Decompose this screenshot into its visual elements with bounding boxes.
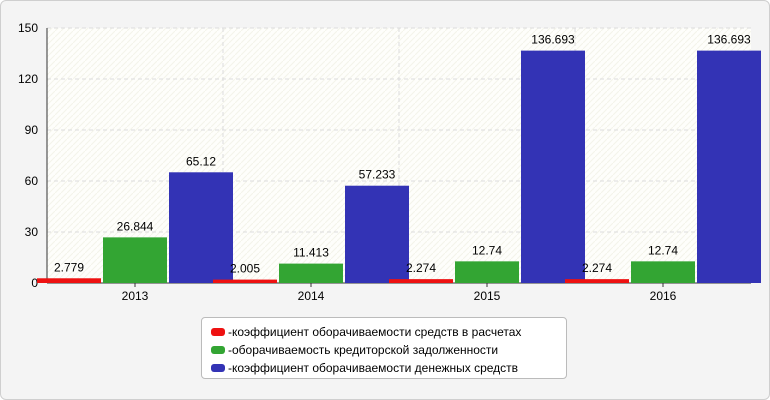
- bar: [213, 279, 277, 283]
- x-tick-label: 2016: [650, 289, 677, 303]
- bar: [103, 237, 167, 283]
- legend-prefix: -: [228, 361, 232, 375]
- data-label: 12.74: [472, 243, 502, 257]
- bar: [455, 261, 519, 283]
- bar: [169, 172, 233, 283]
- legend-prefix: -: [228, 343, 232, 357]
- bar: [37, 278, 101, 283]
- data-label: 11.413: [293, 246, 329, 260]
- legend-item: - оборачиваемость кредиторской задолженн…: [211, 341, 566, 359]
- legend-item: - коэффициент оборачиваемости средств в …: [211, 323, 566, 341]
- legend-swatch: [211, 346, 225, 354]
- legend: - коэффициент оборачиваемости средств в …: [201, 317, 567, 379]
- bar: [279, 263, 343, 283]
- bar-chart: 0 30 60 90 120 150 2.779 26.844 65.12 2013 2.005 11…: [18, 21, 761, 303]
- legend-prefix: -: [228, 325, 232, 339]
- legend-label: оборачиваемость кредиторской задолженнос…: [232, 343, 499, 357]
- data-label: 136.693: [531, 33, 575, 47]
- bar: [389, 279, 453, 283]
- bar: [697, 50, 761, 283]
- data-label: 2.274: [582, 261, 612, 275]
- data-label: 2.779: [54, 260, 84, 274]
- x-tick-label: 2015: [474, 289, 501, 303]
- data-label: 2.274: [406, 261, 436, 275]
- legend-item: - коэффициент оборачиваемости денежных с…: [211, 359, 566, 377]
- data-label: 65.12: [186, 154, 216, 168]
- legend-swatch: [211, 364, 225, 372]
- y-tick-label: 90: [25, 123, 39, 137]
- x-tick-label: 2013: [122, 289, 149, 303]
- legend-swatch: [211, 328, 225, 336]
- data-label: 12.74: [648, 243, 678, 257]
- x-tick-label: 2014: [298, 289, 325, 303]
- data-label: 2.005: [230, 262, 260, 276]
- y-tick-label: 30: [25, 225, 39, 239]
- bar: [521, 50, 585, 283]
- bar: [345, 185, 409, 283]
- bar: [565, 279, 629, 283]
- y-tick-label: 120: [18, 72, 38, 86]
- data-label: 57.233: [359, 168, 396, 182]
- data-label: 136.693: [707, 33, 751, 47]
- data-label: 26.844: [117, 219, 154, 233]
- y-tick-label: 60: [25, 174, 39, 188]
- legend-label: коэффициент оборачиваемости средств в ра…: [232, 325, 522, 339]
- legend-label: коэффициент оборачиваемости денежных сре…: [232, 361, 519, 375]
- y-tick-label: 150: [18, 21, 38, 35]
- bar: [631, 261, 695, 283]
- y-tick-label: 0: [31, 276, 38, 290]
